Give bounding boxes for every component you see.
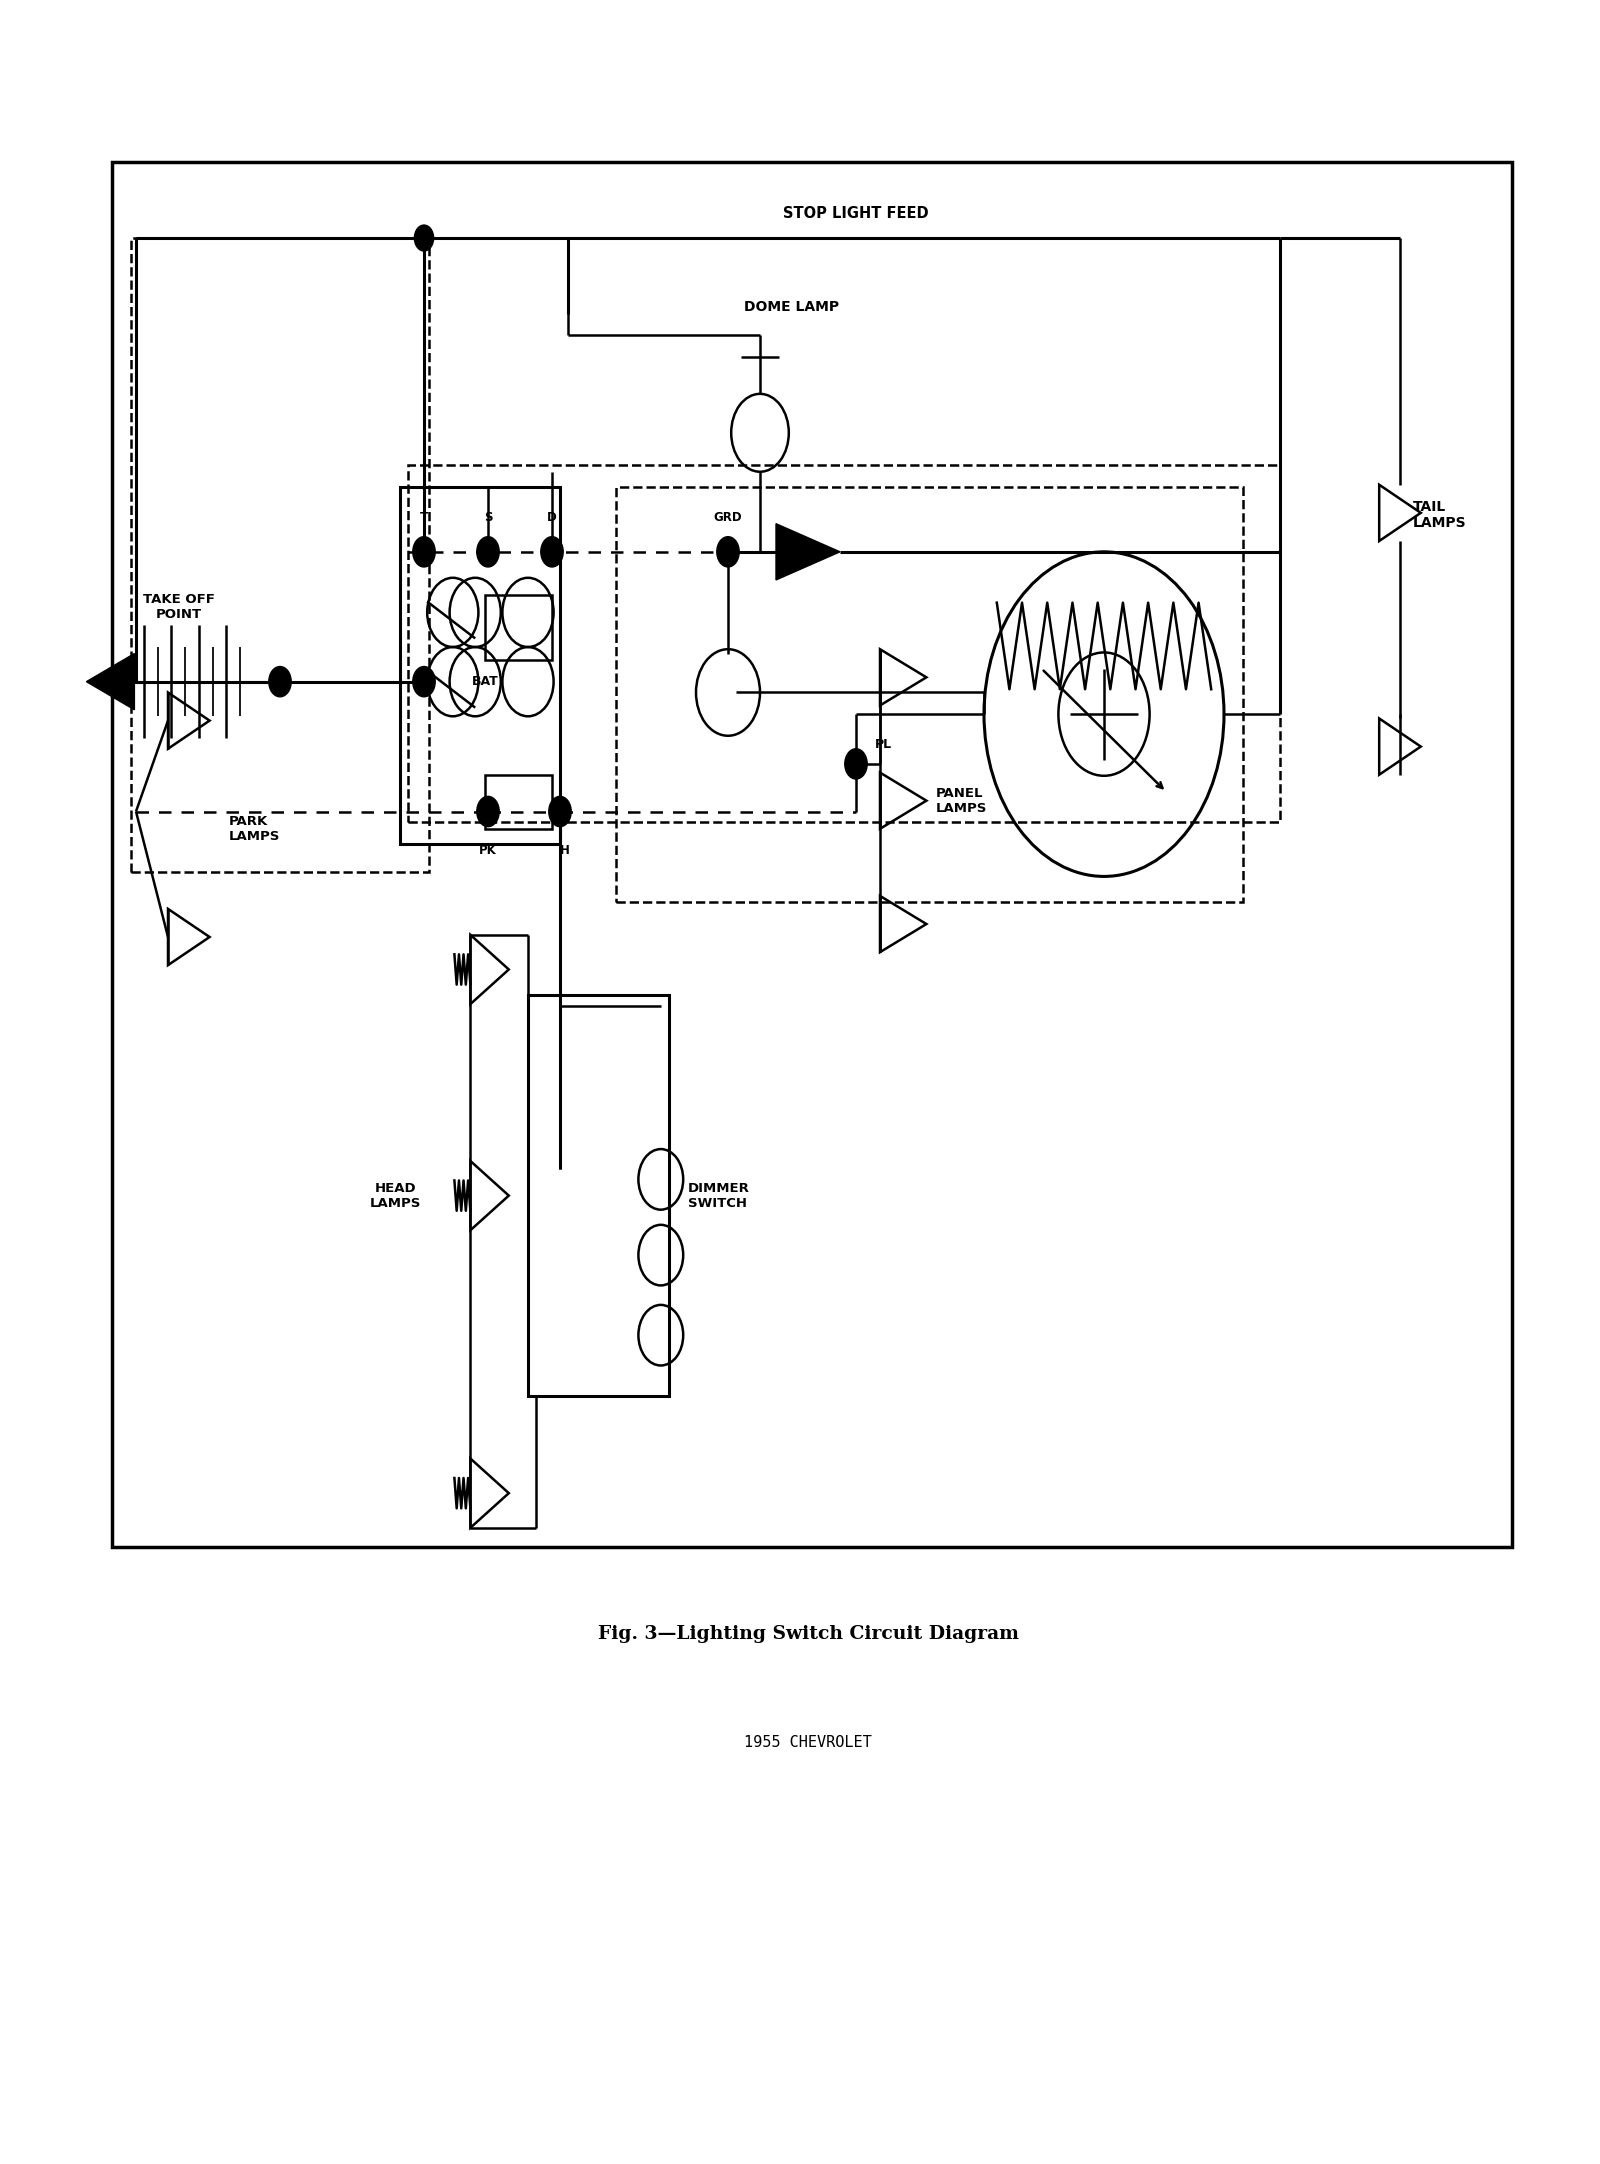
Circle shape [549, 796, 571, 827]
Circle shape [413, 667, 435, 697]
Text: S: S [483, 511, 493, 524]
Text: PL: PL [875, 738, 893, 751]
Text: Fig. 3—Lighting Switch Circuit Diagram: Fig. 3—Lighting Switch Circuit Diagram [597, 1625, 1019, 1642]
Text: TAKE OFF
POINT: TAKE OFF POINT [144, 593, 214, 621]
Bar [408, 465, 1280, 822]
Text: PANEL
LAMPS: PANEL LAMPS [936, 788, 987, 814]
Text: GRD: GRD [714, 511, 742, 524]
Bar [485, 775, 552, 829]
Bar [528, 995, 669, 1396]
Text: 1955 CHEVROLET: 1955 CHEVROLET [744, 1736, 872, 1749]
Circle shape [413, 537, 435, 567]
Polygon shape [776, 524, 840, 580]
Circle shape [477, 796, 499, 827]
Text: DIMMER
SWITCH: DIMMER SWITCH [688, 1182, 750, 1210]
Text: TAIL
LAMPS: TAIL LAMPS [1413, 500, 1467, 530]
Text: HEAD
LAMPS: HEAD LAMPS [370, 1182, 421, 1210]
Circle shape [414, 225, 434, 251]
Text: PK: PK [478, 844, 498, 857]
Bar [131, 238, 429, 872]
Circle shape [269, 667, 291, 697]
Bar [616, 487, 1243, 902]
Text: T: T [419, 511, 429, 524]
Polygon shape [86, 654, 134, 710]
Text: H: H [560, 844, 570, 857]
Text: BAT: BAT [472, 675, 499, 688]
Circle shape [541, 537, 563, 567]
Circle shape [717, 537, 739, 567]
Text: D: D [547, 511, 557, 524]
Circle shape [477, 537, 499, 567]
Bar [485, 595, 552, 660]
Text: PARK
LAMPS: PARK LAMPS [229, 816, 280, 842]
Bar [112, 162, 1512, 1547]
Text: STOP LIGHT FEED: STOP LIGHT FEED [782, 206, 930, 221]
Circle shape [845, 749, 867, 779]
Bar [400, 487, 560, 844]
Text: DOME LAMP: DOME LAMP [744, 301, 840, 314]
